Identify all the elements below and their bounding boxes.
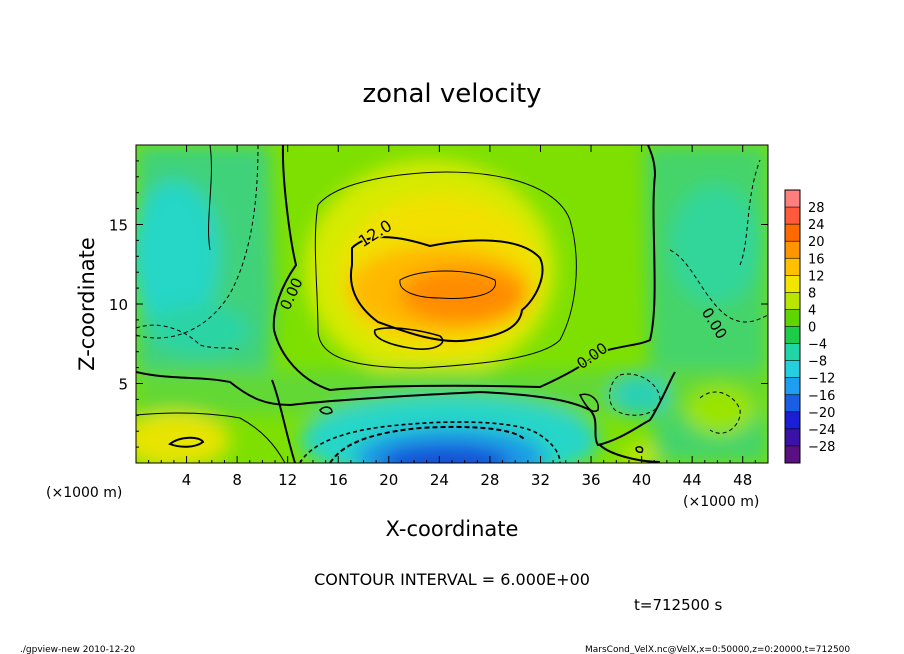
- colorbar-swatch: [785, 258, 800, 276]
- x-tick-label: 40: [632, 471, 651, 489]
- colorbar: 28 24 20 16 12 8 4 0 −4 −8 −12 −16 −20 −24 −28: [784, 189, 835, 464]
- x-tick-label: 8: [232, 471, 242, 489]
- colorbar-swatch: [785, 394, 800, 413]
- x-tick-label: 24: [430, 471, 449, 489]
- colorbar-label: 0: [808, 321, 816, 336]
- colorbar-label: −20: [808, 406, 835, 421]
- plot-area: 12.0 0.00 0.00 0.00: [136, 145, 768, 463]
- x-axis: 4 8 12 16 20 24 28 32 36 40 44 48: [148, 145, 756, 489]
- x-tick-label: 4: [182, 471, 192, 489]
- y-tick-label: 10: [109, 296, 128, 314]
- contour-interval: CONTOUR INTERVAL = 6.000E+00: [314, 570, 590, 589]
- colorbar-swatch: [785, 428, 800, 447]
- colorbar-label: −28: [808, 440, 835, 455]
- x-axis-label: X-coordinate: [386, 517, 519, 541]
- contour-12-inner: [374, 327, 444, 350]
- time-stamp: t=712500 s: [634, 596, 722, 614]
- chart-title: zonal velocity: [362, 79, 541, 109]
- colorbar-label: 4: [808, 303, 816, 318]
- footer-left: ./gpview-new 2010-12-20: [20, 645, 135, 654]
- x-tick-label: 20: [379, 471, 398, 489]
- y-tick-label: 5: [118, 376, 128, 394]
- colorbar-swatch: [785, 207, 800, 225]
- colorbar-label: 12: [808, 269, 825, 284]
- colorbar-swatch: [785, 224, 800, 242]
- x-tick-label: 28: [480, 471, 499, 489]
- colorbar-swatch: [785, 411, 800, 430]
- colorbar-label: −24: [808, 423, 835, 438]
- colorbar-swatch: [785, 241, 800, 259]
- colorbar-swatch: [785, 445, 800, 464]
- footer-right: MarsCond_VelX.nc@VelX,x=0:50000,z=0:2000…: [585, 645, 850, 654]
- x-unit-right: (×1000 m): [683, 494, 759, 510]
- y-tick-label: 15: [109, 217, 128, 235]
- contour-12: [350, 236, 544, 343]
- colorbar-label: −12: [808, 372, 835, 387]
- contour-zero-lower: [136, 371, 676, 447]
- x-tick-label: 16: [329, 471, 348, 489]
- colorbar-label: 16: [808, 252, 825, 267]
- x-unit-left: (×1000 m): [46, 485, 122, 501]
- colorbar-swatch: [785, 360, 800, 379]
- colorbar-label: −8: [808, 355, 827, 370]
- colorbar-label: 28: [808, 201, 825, 216]
- colorbar-swatch: [785, 292, 800, 310]
- x-tick-label: 32: [531, 471, 550, 489]
- colorbar-swatch: [785, 343, 800, 362]
- x-tick-label: 48: [733, 471, 752, 489]
- x-tick-label: 36: [581, 471, 600, 489]
- x-tick-label: 44: [683, 471, 702, 489]
- colorbar-label: 8: [808, 286, 816, 301]
- contour-lines: [136, 145, 768, 463]
- colorbar-swatch: [785, 309, 800, 327]
- contour-zero-left: [272, 145, 657, 392]
- colorbar-label: 24: [808, 218, 825, 233]
- y-axis-label: Z-coordinate: [75, 237, 99, 371]
- x-tick-label: 12: [278, 471, 297, 489]
- colorbar-swatch: [785, 326, 800, 345]
- y-axis: 5 10 15: [109, 160, 768, 448]
- colorbar-label: −16: [808, 389, 835, 404]
- colorbar-swatch: [785, 190, 800, 208]
- colorbar-label: −4: [808, 338, 827, 353]
- colorbar-swatch: [785, 275, 800, 293]
- colorbar-label: 20: [808, 235, 825, 250]
- colorbar-swatch: [785, 377, 800, 396]
